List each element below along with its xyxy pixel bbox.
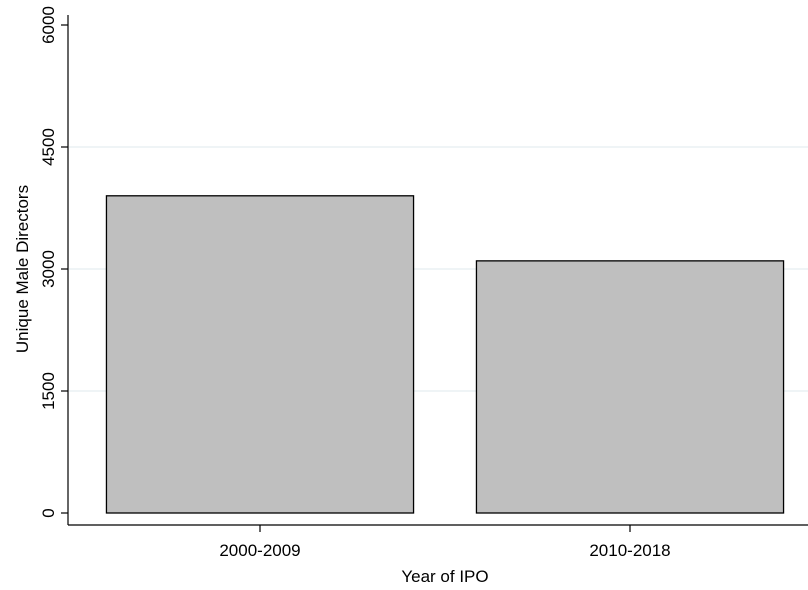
y-ticks: 0 1500 3000 4500 6000 [39, 6, 68, 518]
bar-2010-2018 [475, 260, 785, 514]
x-axis-title: Year of IPO [401, 567, 488, 586]
bars [105, 195, 785, 514]
y-axis-title: Unique Male Directors [13, 185, 32, 353]
x-ticks: 2000-2009 2010-2018 [219, 525, 671, 560]
x-tick-label: 2010-2018 [589, 541, 670, 560]
y-tick-label: 1500 [39, 372, 58, 410]
x-tick-label: 2000-2009 [219, 541, 300, 560]
y-tick-label: 6000 [39, 6, 58, 44]
y-tick-label: 3000 [39, 250, 58, 288]
axes [67, 15, 808, 526]
bar-2000-2009 [105, 195, 415, 514]
y-tick-label: 0 [39, 508, 58, 517]
y-tick-label: 4500 [39, 128, 58, 166]
